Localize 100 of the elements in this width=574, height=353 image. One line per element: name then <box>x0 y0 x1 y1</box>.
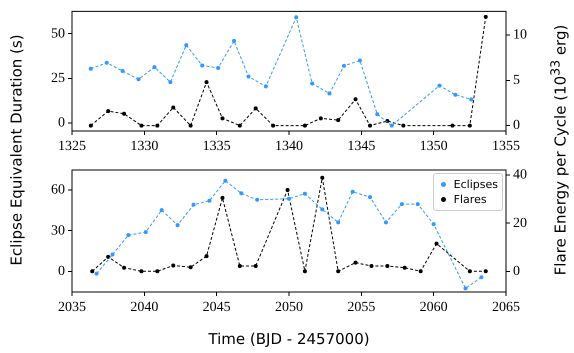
point <box>400 202 404 206</box>
point <box>88 124 93 128</box>
point <box>144 230 148 234</box>
point <box>437 84 442 88</box>
point <box>126 233 130 238</box>
x-tick-label: 2040 <box>130 300 158 316</box>
point <box>110 252 115 256</box>
point <box>354 260 358 265</box>
x-tick-label: 1340 <box>275 139 303 154</box>
point <box>432 222 436 226</box>
x-axis-title: Time (BJD - 2457000) <box>207 330 370 348</box>
point <box>384 220 388 224</box>
point <box>294 15 298 20</box>
point <box>200 63 204 68</box>
point <box>402 266 407 270</box>
point <box>416 202 420 206</box>
point <box>434 242 439 246</box>
point <box>106 109 110 114</box>
point <box>171 264 176 268</box>
legend-label: Eclipses <box>454 178 498 191</box>
point <box>188 265 193 270</box>
point <box>204 80 209 84</box>
point <box>155 269 160 274</box>
point <box>255 198 260 202</box>
point <box>264 84 268 88</box>
point <box>271 124 276 128</box>
y2-tick-label: 0 <box>513 118 520 134</box>
point <box>216 66 220 70</box>
x-tick-label: 2050 <box>275 300 303 316</box>
legend-label: Flares <box>454 193 487 206</box>
y-axis-title: Eclipse Equivalent Duration (s) <box>7 34 26 266</box>
y2-tick-label: 0 <box>513 264 520 279</box>
x-tick-label: 1345 <box>347 139 376 154</box>
x-tick-label: 1335 <box>202 139 231 154</box>
point <box>152 65 156 70</box>
y2-tick-label: 40 <box>513 168 527 183</box>
y2-tick-label: 10 <box>513 28 527 43</box>
point <box>223 178 228 183</box>
point <box>318 116 323 120</box>
point <box>246 74 250 79</box>
y2-tick-label: 20 <box>513 216 527 231</box>
point <box>484 269 488 274</box>
point <box>401 124 406 128</box>
x-tick-label: 1350 <box>420 139 448 154</box>
point <box>286 188 290 192</box>
x-tick-label: 1325 <box>58 139 86 154</box>
y-tick-label: 25 <box>51 71 65 86</box>
point <box>320 176 324 180</box>
point <box>104 60 109 65</box>
point <box>188 124 193 128</box>
point <box>328 92 332 96</box>
point <box>254 264 258 268</box>
point <box>358 58 362 62</box>
point <box>368 195 372 200</box>
point <box>350 190 355 194</box>
point <box>354 97 358 102</box>
y-tick-label: 30 <box>51 223 65 238</box>
point <box>136 77 141 82</box>
point <box>220 116 224 120</box>
point <box>302 192 307 196</box>
point <box>468 269 472 274</box>
point <box>254 106 258 110</box>
point <box>463 286 468 290</box>
point <box>160 208 164 212</box>
point <box>469 97 474 102</box>
point <box>120 69 125 74</box>
x-tick-label: 2055 <box>347 300 376 316</box>
y-tick-label: 0 <box>58 116 65 131</box>
point <box>139 124 144 128</box>
point <box>88 66 93 71</box>
point <box>320 207 324 212</box>
point <box>310 82 314 86</box>
point <box>171 105 176 110</box>
point <box>336 220 340 224</box>
point <box>90 269 94 274</box>
y-tick-label: 60 <box>51 182 65 198</box>
point <box>238 124 242 128</box>
x-tick-label: 2065 <box>492 300 520 316</box>
point <box>139 269 144 274</box>
point <box>232 38 236 43</box>
point <box>368 124 372 128</box>
point <box>484 14 488 19</box>
point <box>418 269 423 274</box>
point <box>220 196 224 200</box>
point <box>369 264 374 268</box>
point <box>94 272 99 276</box>
point <box>204 254 209 258</box>
point <box>375 112 380 116</box>
point <box>106 254 110 259</box>
point <box>385 264 390 268</box>
point <box>450 124 454 128</box>
point <box>184 43 188 48</box>
point <box>122 112 126 116</box>
point <box>207 198 212 203</box>
y-tick-label: 50 <box>51 26 65 42</box>
point <box>336 269 340 274</box>
point <box>239 191 244 196</box>
point <box>453 92 458 97</box>
point <box>479 275 484 280</box>
point <box>238 264 242 268</box>
